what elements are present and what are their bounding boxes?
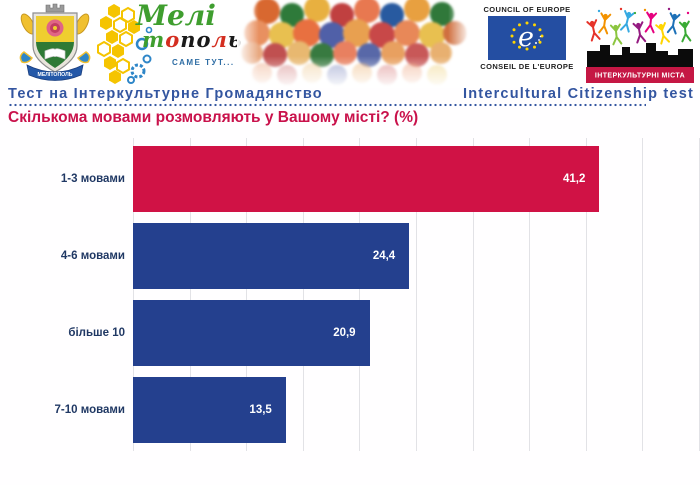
gridline bbox=[359, 138, 361, 451]
bar-value-label: 24,4 bbox=[372, 250, 396, 262]
bar-value-label: 20,9 bbox=[333, 327, 356, 339]
coe-emblem: e bbox=[488, 16, 566, 60]
intercultural-cities-icon: ІНТЕРКУЛЬТУРНІ МІСТА bbox=[586, 7, 694, 83]
bar: 24,4 bbox=[133, 223, 410, 289]
bar-track: 24,4 bbox=[133, 223, 699, 289]
title-ukrainian: Тест на Інтеркультурне Громадянство bbox=[8, 86, 323, 102]
bar: 13,5 bbox=[133, 377, 286, 443]
melitopol-logo: Мелі тополь САМЕ ТУТ... bbox=[96, 2, 244, 86]
logo-letter: о bbox=[196, 27, 212, 52]
flowers-image bbox=[237, 0, 470, 88]
gridline bbox=[416, 138, 417, 451]
bar-row: 7-10 мовами 13,5 bbox=[55, 377, 699, 454]
gridline bbox=[246, 138, 248, 451]
logo-letter: л bbox=[211, 27, 228, 52]
category-label: більше 10 bbox=[68, 327, 125, 339]
honeycomb-gears-icon bbox=[97, 4, 153, 84]
icc-banner-text: ІНТЕРКУЛЬТУРНІ МІСТА bbox=[595, 73, 685, 80]
gridline bbox=[302, 138, 304, 451]
gridline bbox=[642, 138, 644, 451]
bar-value-label: 13,5 bbox=[249, 404, 272, 416]
chart-rows: 1-3 мовами 41,2 4-6 мовами 24,4 більше 10 20,… bbox=[55, 146, 699, 454]
melitopol-coat-of-arms: МЕЛІТОПОЛЬ bbox=[14, 2, 96, 86]
intercultural-cities-logo: ІНТЕРКУЛЬТУРНІ МІСТА bbox=[585, 5, 695, 83]
logo-letter: т bbox=[142, 27, 166, 52]
coe-e-glyph: e bbox=[518, 22, 534, 53]
coe-stars-e-icon: e bbox=[510, 21, 544, 53]
gridline bbox=[472, 138, 474, 451]
chart-question-title: Скількома мовами розмовляють у Вашому мі… bbox=[8, 109, 419, 126]
bar: 41,2 bbox=[133, 146, 600, 212]
council-of-europe-logo: COUNCIL OF EUROPE e CONSEIL DE L'EUROPE bbox=[474, 5, 580, 83]
bar-value-label: 41,2 bbox=[562, 173, 586, 185]
bar-track: 20,9 bbox=[133, 300, 699, 366]
bar-chart: 1-3 мовами 41,2 4-6 мовами 24,4 більше 10 20,… bbox=[55, 138, 700, 454]
bar-row: більше 10 20,9 bbox=[68, 300, 699, 377]
logo-letter: п bbox=[180, 27, 197, 52]
coat-of-arms-ribbon-text: МЕЛІТОПОЛЬ bbox=[38, 72, 73, 78]
gridline bbox=[189, 138, 191, 451]
gridline bbox=[585, 138, 587, 451]
bar-row: 1-3 мовами 41,2 bbox=[61, 146, 699, 223]
bar-track: 41,2 bbox=[133, 146, 699, 212]
coe-french-label: CONSEIL DE L'EUROPE bbox=[480, 62, 574, 71]
melitopol-logo-tagline: САМЕ ТУТ... bbox=[172, 58, 235, 67]
melitopol-logo-line1: Мелі bbox=[136, 0, 216, 32]
category-label: 7-10 мовами bbox=[54, 404, 125, 416]
logo-letter: о bbox=[165, 27, 181, 52]
header-banner: МЕЛІТОПОЛЬ bbox=[0, 0, 700, 88]
title-row: Тест на Інтеркультурне Громадянство Inte… bbox=[8, 86, 694, 102]
flower-festival-photo bbox=[237, 0, 470, 88]
coe-english-label: COUNCIL OF EUROPE bbox=[483, 5, 571, 14]
bar-row: 4-6 мовами 24,4 bbox=[61, 223, 699, 300]
category-label: 1-3 мовами bbox=[60, 173, 125, 185]
bar-track: 13,5 bbox=[133, 377, 699, 443]
melitopol-logo-line2: тополь bbox=[142, 29, 243, 50]
gridline bbox=[529, 138, 531, 451]
title-english: Intercultural Citizenship test bbox=[463, 86, 694, 102]
gridline bbox=[133, 138, 134, 451]
category-label: 4-6 мовами bbox=[60, 250, 125, 262]
bar: 20,9 bbox=[133, 300, 370, 366]
coat-of-arms-icon: МЕЛІТОПОЛЬ bbox=[19, 3, 91, 81]
dotted-divider bbox=[8, 103, 646, 107]
